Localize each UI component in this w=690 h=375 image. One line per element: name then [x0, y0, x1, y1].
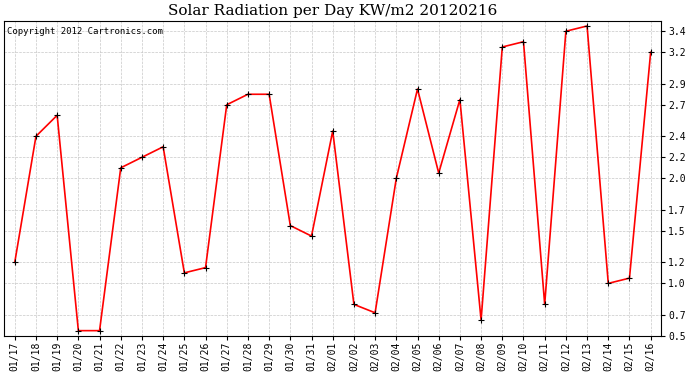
- Title: Solar Radiation per Day KW/m2 20120216: Solar Radiation per Day KW/m2 20120216: [168, 4, 497, 18]
- Text: Copyright 2012 Cartronics.com: Copyright 2012 Cartronics.com: [8, 27, 164, 36]
